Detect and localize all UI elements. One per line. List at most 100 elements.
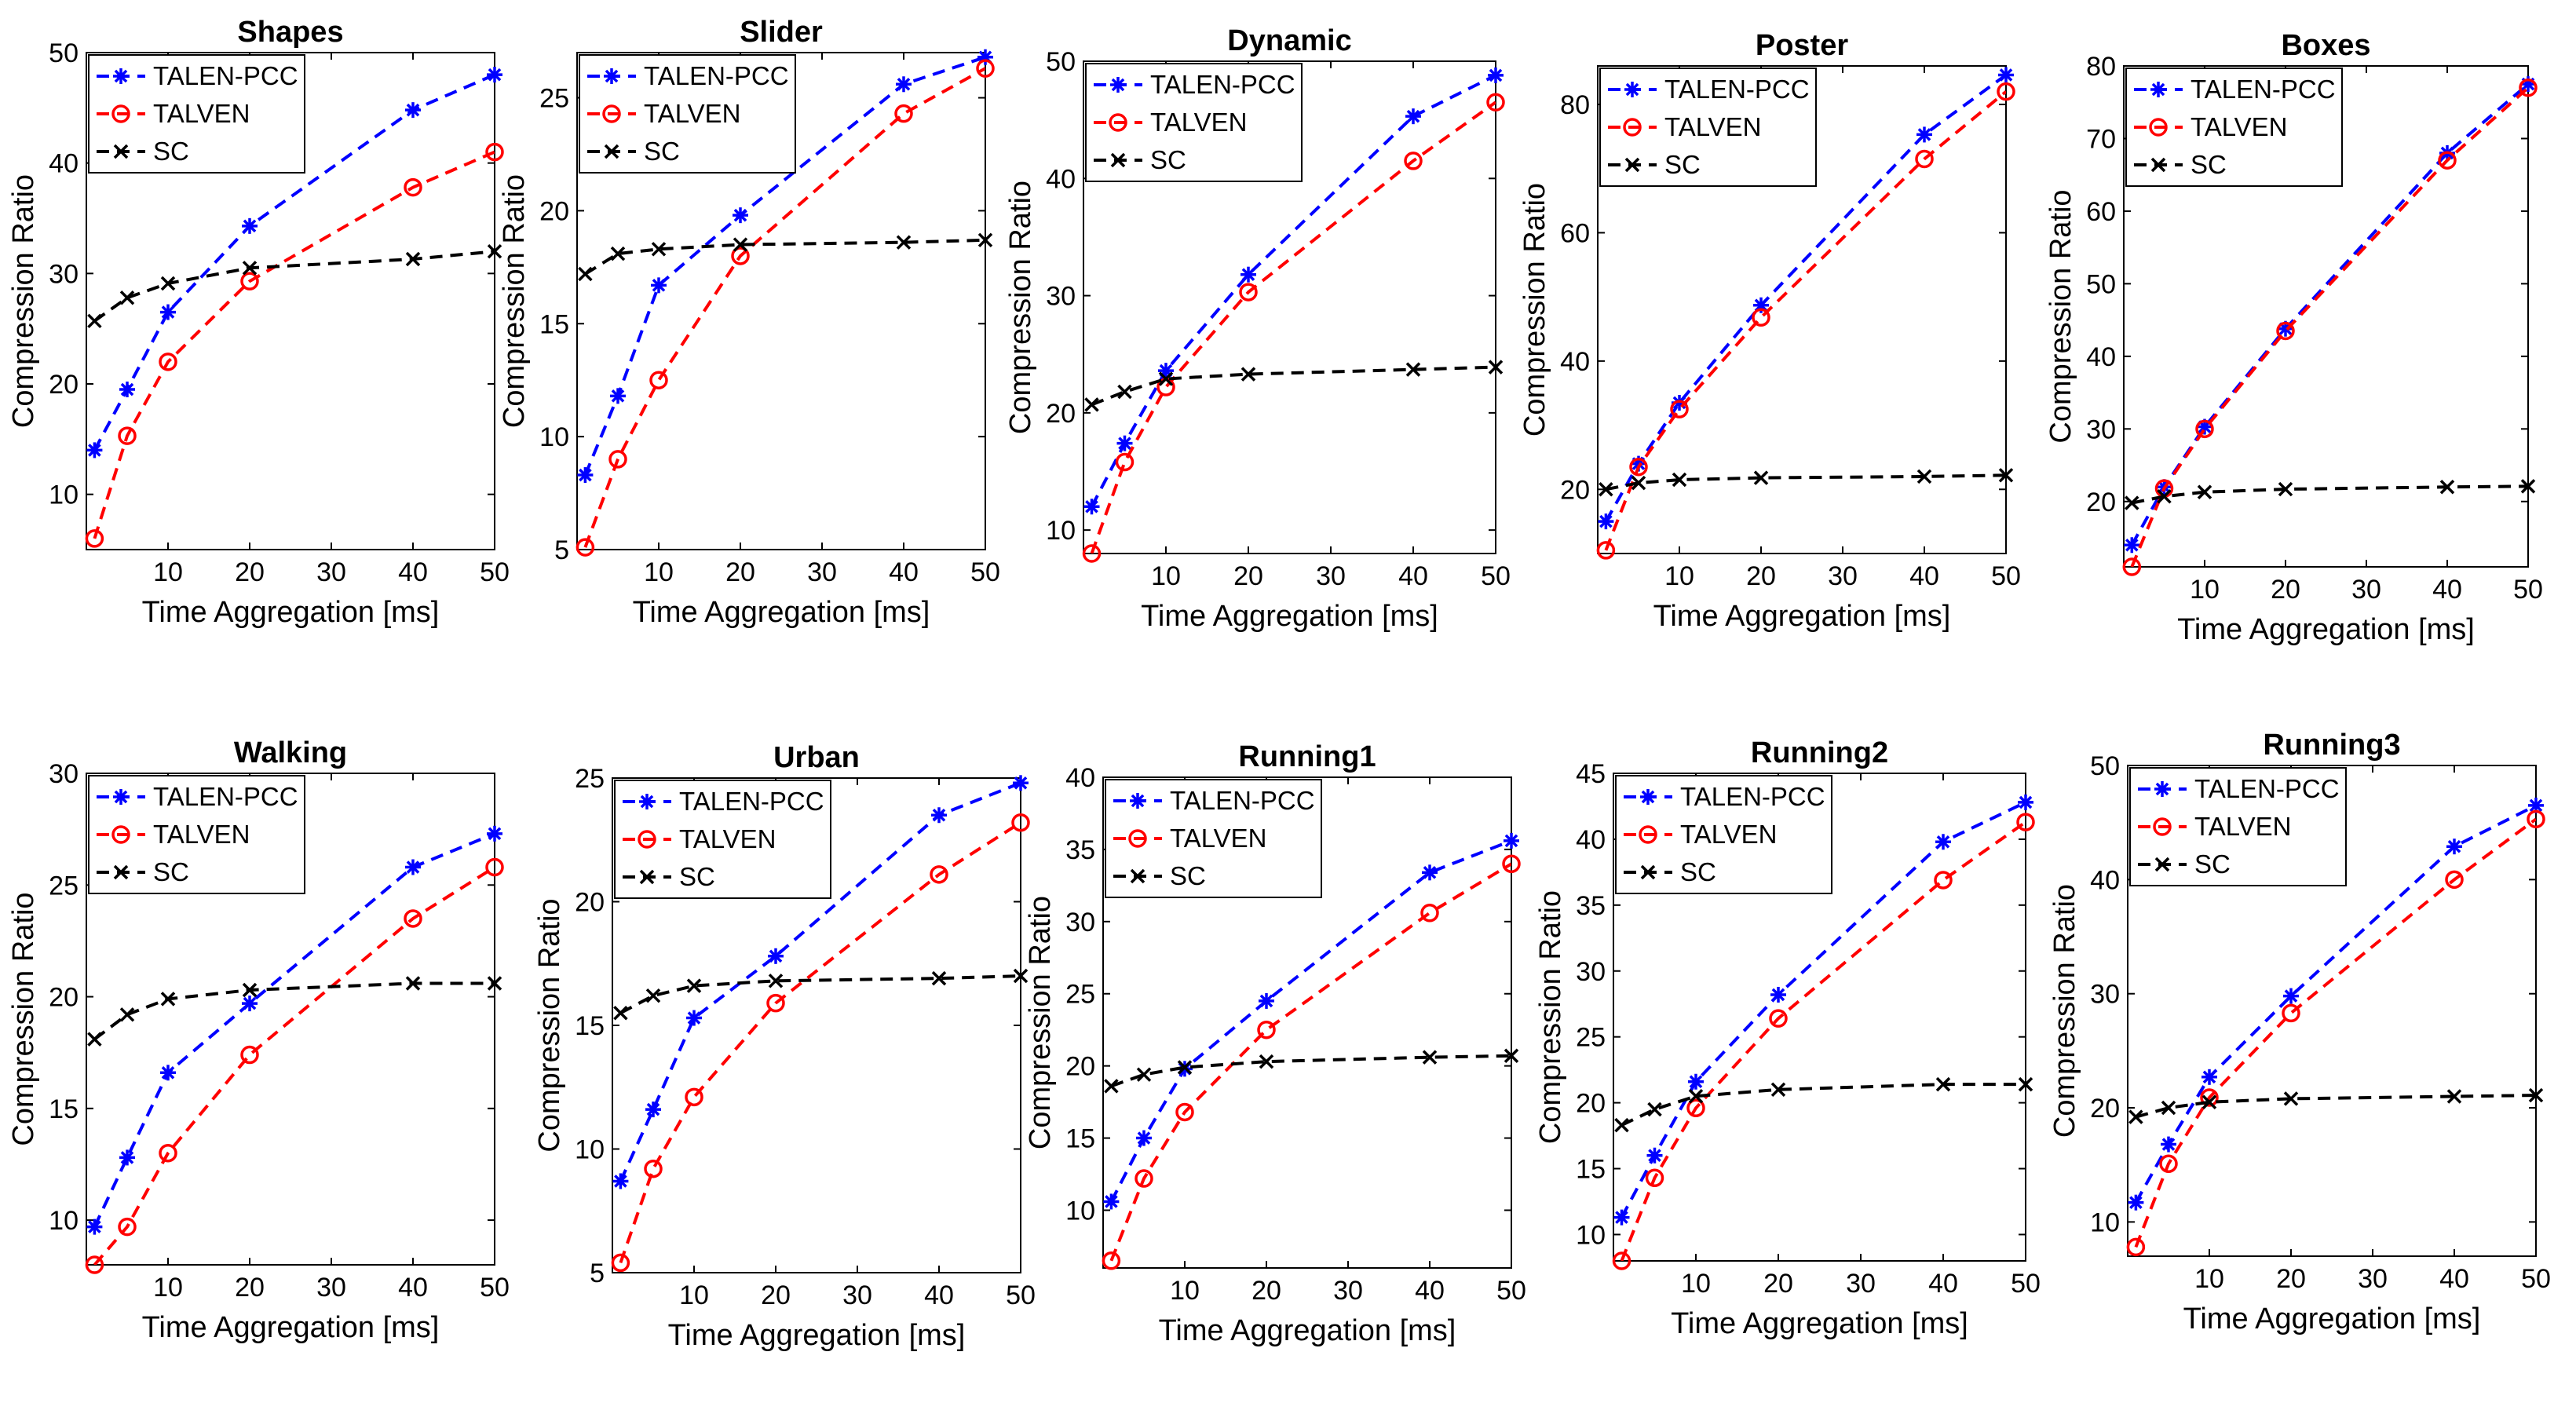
series-line [2134,804,2536,1204]
y-tick-label: 35 [1576,891,1606,921]
y-tick-label: 40 [1046,164,1076,194]
data-point [240,272,259,290]
x-tick-label: 20 [1251,1276,1281,1306]
x-tick-label: 10 [2194,1264,2224,1294]
data-point [1612,1251,1631,1270]
data-point [1083,499,1100,515]
legend-marker [2153,817,2172,836]
y-tick-label: 80 [1560,90,1590,120]
y-tick-label: 30 [2090,980,2120,1010]
x-tick-label: 10 [1170,1276,1200,1306]
data-point [1239,283,1258,301]
series-line [1606,473,2006,491]
legend-marker [1130,793,1145,809]
data-point [1084,397,1099,412]
legend-marker [1623,118,1642,137]
data-point [1998,468,2014,483]
legend-entry-talen-pcc: TALEN-PCC [2134,75,2336,104]
x-tick-label: 50 [1006,1281,1036,1310]
data-point [2195,419,2214,439]
x-tick-label: 30 [2351,575,2381,605]
legend-entry-talven: TALVEN [97,820,250,849]
x-tick-label: 50 [1496,1276,1526,1306]
legend-label: SC [1680,857,1716,886]
y-tick-label: 20 [575,888,605,918]
x-tick-label: 40 [1415,1276,1445,1306]
y-axis-label: Compression Ratio [1518,183,1551,437]
series-line [2135,1094,2536,1119]
x-tick-label: 40 [1398,561,1428,591]
legend: TALEN-PCC TALVEN SC [88,54,305,174]
data-point [2519,78,2538,97]
legend-label: TALVEN [1664,112,1761,141]
x-tick-label: 20 [2276,1264,2306,1294]
data-point [1116,435,1133,451]
series-talven [1102,854,1521,1270]
legend: TALEN-PCC TALVEN SC [2129,767,2347,886]
x-tick-label: 50 [970,557,1000,587]
x-tick-label: 20 [2271,575,2300,605]
y-tick-label: 20 [1065,1052,1095,1082]
series-talven [85,142,504,548]
data-point [118,1217,137,1237]
data-point [645,988,661,1003]
legend-marker [602,104,621,123]
legend-marker [111,825,130,844]
data-point [85,529,104,548]
data-point [160,304,176,320]
y-tick-label: 30 [1046,282,1076,312]
data-point [1488,67,1504,83]
x-tick-label: 20 [1746,561,1776,591]
legend-entry-sc: SC [2134,150,2227,179]
y-axis-label: Compression Ratio [533,898,566,1152]
legend-marker [2154,857,2170,872]
x-tick-label: 40 [889,557,919,587]
data-point [1613,1209,1630,1226]
data-point [1486,93,1505,111]
x-tick-label: 20 [761,1281,791,1310]
x-axis-label: Time Aggregation [ms] [668,1319,966,1352]
data-point [2528,1087,2544,1103]
data-point [1670,400,1689,418]
legend-label: TALEN-PCC [153,61,298,90]
data-point [1422,864,1438,881]
legend-entry-talen-pcc: TALEN-PCC [1113,786,1315,815]
x-tick-label: 50 [1991,561,2021,591]
legend: TALEN-PCC TALVEN SC [579,54,796,174]
y-tick-label: 40 [2086,342,2116,372]
x-tick-label: 20 [235,557,265,587]
data-point [1672,472,1687,488]
legend-entry-sc: SC [1624,857,1716,886]
legend-marker [2149,118,2168,137]
y-tick-label: 10 [1046,516,1076,546]
data-point [242,217,258,234]
data-point [242,982,258,998]
y-tick-label: 15 [1576,1155,1606,1185]
data-point [2126,1237,2146,1257]
chart-title: Running2 [1751,736,1888,769]
y-axis-label: Compression Ratio [7,174,40,428]
series-line [1620,801,2026,1218]
legend-marker [1128,829,1147,848]
x-tick-label: 50 [480,1273,510,1303]
data-point [87,1032,102,1047]
legend-marker [113,789,129,805]
plot-frame [1613,773,2026,1262]
data-point [2520,479,2536,494]
series-talven [575,59,995,557]
y-tick-label: 50 [1046,47,1076,77]
series-talen-pcc [2128,797,2544,1211]
data-point [2159,1154,2178,1174]
data-point [1422,1050,1438,1065]
series-line [93,250,495,323]
data-point [242,261,258,276]
data-point [608,450,627,469]
y-tick-label: 10 [1065,1196,1095,1226]
data-point [2445,870,2464,890]
legend-marker [113,68,129,84]
data-point [1770,1082,1786,1098]
data-point [1916,126,1932,143]
x-tick-label: 50 [2521,1264,2551,1294]
series-sc [2125,479,2536,510]
